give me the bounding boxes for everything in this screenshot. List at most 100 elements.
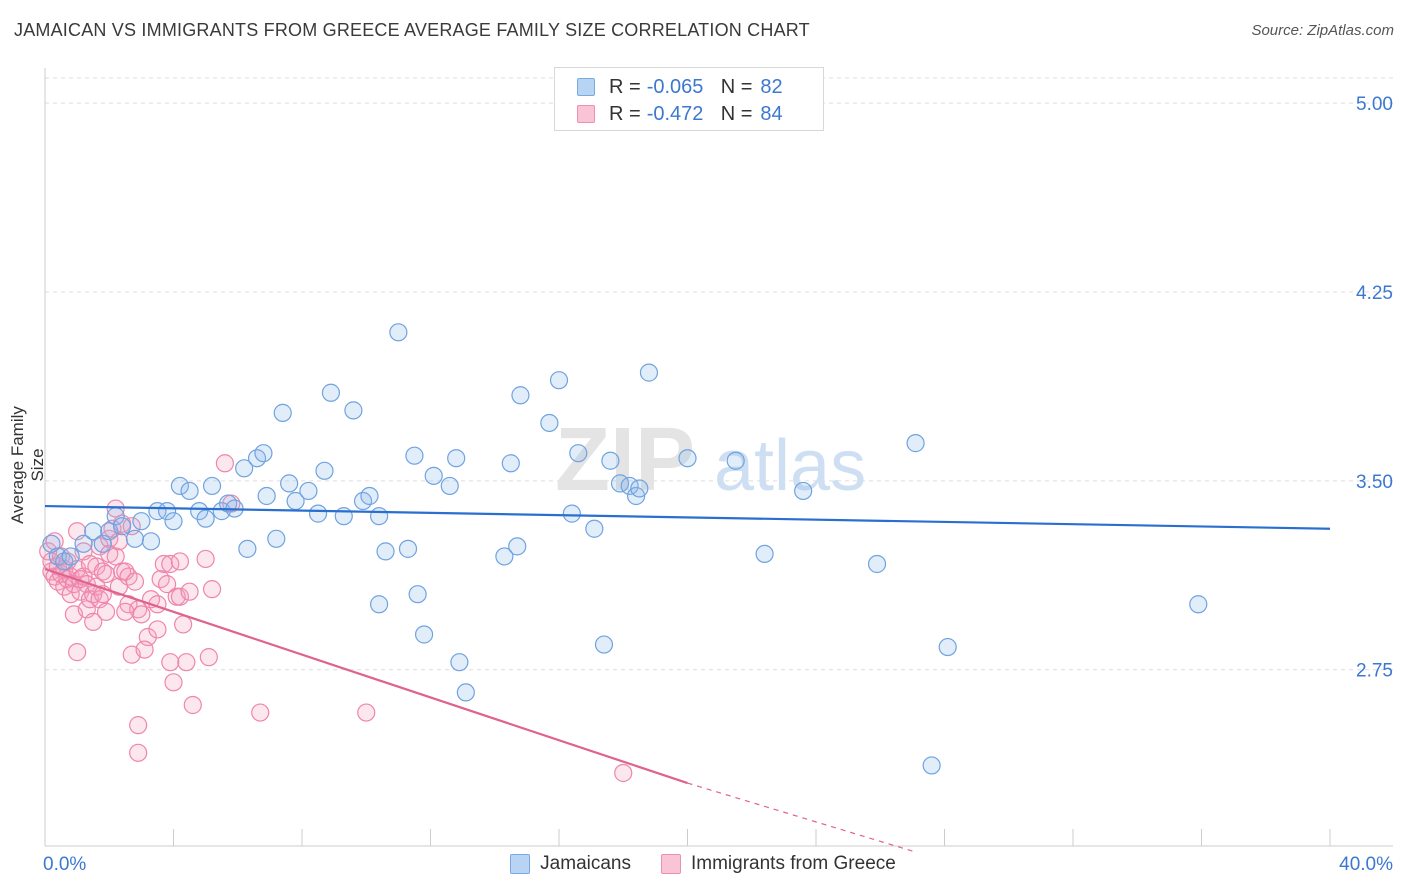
point-greece	[116, 602, 135, 621]
point-jamaicans	[922, 756, 941, 775]
point-jamaicans	[726, 451, 745, 470]
point-jamaicans	[450, 653, 469, 672]
series-jamaicans-points	[42, 323, 1208, 775]
r-label: R =	[609, 75, 641, 98]
legend-label-jamaicans: Jamaicans	[540, 853, 631, 874]
point-greece	[174, 615, 193, 634]
point-jamaicans	[202, 476, 222, 496]
point-greece	[135, 640, 154, 659]
point-jamaicans	[299, 481, 318, 501]
point-jamaicans	[678, 449, 697, 468]
point-jamaicans	[562, 504, 581, 523]
r-label: R =	[609, 102, 641, 125]
point-greece	[96, 564, 116, 584]
y-tick-label: 4.25	[1356, 283, 1393, 304]
point-greece	[215, 454, 234, 473]
point-greece	[199, 648, 218, 667]
point-jamaicans	[794, 481, 813, 501]
point-jamaicans	[344, 401, 363, 420]
point-greece	[196, 549, 215, 569]
point-jamaicans	[447, 449, 466, 468]
point-jamaicans	[867, 554, 887, 574]
series-legend: Jamaicans Immigrants from Greece	[0, 850, 1406, 878]
point-jamaicans	[639, 363, 659, 382]
trend-lines	[44, 504, 1331, 852]
point-greece	[177, 653, 196, 672]
point-jamaicans	[540, 413, 559, 433]
point-jamaicans	[594, 635, 614, 654]
point-greece	[180, 582, 199, 601]
x-tick-label-max: 40.0%	[1339, 854, 1393, 875]
legend-swatch-pink	[661, 854, 681, 874]
n-label: N =	[720, 75, 753, 98]
point-greece	[129, 716, 148, 735]
point-jamaicans	[549, 371, 569, 390]
point-jamaicans	[157, 502, 177, 521]
point-jamaicans	[511, 386, 530, 405]
n-label: N =	[720, 102, 753, 125]
point-greece	[132, 605, 151, 624]
trend-greece-extension	[687, 782, 913, 852]
point-greece	[170, 552, 190, 571]
point-greece	[125, 572, 145, 591]
point-jamaicans	[398, 539, 418, 558]
point-greece	[251, 703, 270, 722]
point-jamaicans	[125, 529, 145, 548]
point-greece	[93, 562, 112, 581]
point-jamaicans	[254, 444, 273, 463]
x-tick-label-min: 0.0%	[43, 854, 86, 875]
legend-swatch-blue	[577, 78, 595, 96]
point-jamaicans	[190, 502, 209, 521]
point-jamaicans	[257, 486, 276, 506]
source-label: Source: ZipAtlas.com	[1251, 22, 1394, 39]
point-greece	[157, 575, 177, 594]
point-jamaicans	[495, 547, 514, 566]
grid-lines	[45, 77, 1393, 671]
point-jamaicans	[148, 502, 167, 521]
point-jamaicans	[376, 542, 395, 561]
point-greece	[357, 703, 376, 722]
series-greece-points	[39, 454, 633, 783]
legend-row-greece: R = -0.472 N = 84	[577, 102, 783, 126]
point-greece	[84, 612, 103, 631]
point-jamaicans	[424, 466, 443, 485]
point-jamaicans	[456, 683, 475, 702]
legend-item-jamaicans[interactable]: Jamaicans	[510, 853, 631, 875]
point-jamaicans	[84, 522, 103, 541]
legend-item-greece[interactable]: Immigrants from Greece	[661, 853, 896, 875]
point-jamaicans	[585, 519, 604, 538]
point-jamaicans	[630, 479, 649, 498]
point-jamaicans	[501, 454, 520, 473]
point-greece	[183, 695, 202, 715]
legend-swatch-blue	[510, 854, 531, 874]
point-jamaicans	[601, 451, 620, 470]
axes	[44, 68, 1393, 847]
point-jamaicans	[61, 547, 80, 566]
point-greece	[45, 532, 64, 551]
legend-row-jamaicans: R = -0.065 N = 82	[577, 75, 783, 99]
point-jamaicans	[132, 512, 151, 531]
chart-title: JAMAICAN VS IMMIGRANTS FROM GREECE AVERA…	[14, 20, 810, 40]
y-tick-label: 3.50	[1356, 472, 1393, 493]
point-greece	[164, 673, 183, 692]
point-jamaicans	[906, 434, 925, 453]
watermark-atlas: atlas	[714, 426, 866, 506]
point-greece	[96, 602, 116, 621]
point-jamaicans	[280, 474, 299, 493]
point-jamaicans	[389, 323, 408, 342]
point-jamaicans	[315, 461, 334, 480]
legend-label-greece: Immigrants from Greece	[691, 853, 896, 874]
point-greece	[68, 643, 87, 662]
point-jamaicans	[170, 476, 190, 496]
point-jamaicans	[408, 585, 427, 604]
point-jamaicans	[308, 504, 328, 523]
point-jamaicans	[414, 625, 434, 644]
y-tick-label: 2.75	[1356, 661, 1393, 682]
point-jamaicans	[164, 512, 183, 531]
point-jamaicans	[238, 539, 257, 558]
point-greece	[106, 499, 125, 518]
point-jamaicans	[569, 444, 588, 463]
trend-greece	[44, 567, 688, 785]
point-jamaicans	[112, 517, 132, 536]
